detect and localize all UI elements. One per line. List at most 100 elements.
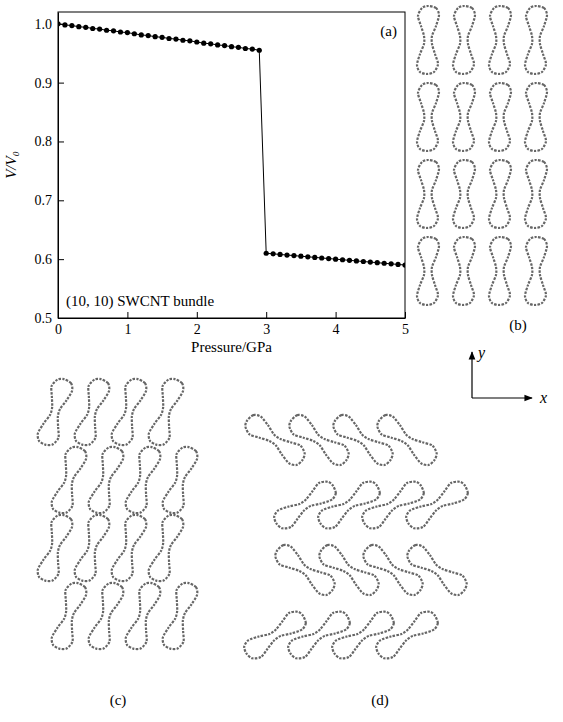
collapsed-tube: [87, 444, 126, 515]
data-point: [375, 260, 380, 265]
y-tick-label: 0.9: [35, 76, 53, 91]
data-point: [395, 262, 400, 267]
collapsed-tube: [271, 476, 339, 533]
collapsed-tube: [453, 83, 475, 151]
data-point: [389, 261, 394, 266]
x-tick: 1: [124, 312, 131, 337]
data-point: [118, 29, 123, 34]
x-tick-label: 5: [402, 322, 409, 337]
collapsed-tube: [453, 6, 475, 74]
data-point: [361, 259, 366, 264]
collapsed-tube: [373, 411, 441, 468]
collapsed-tube: [161, 580, 200, 651]
x-axis-title: Pressure/GPa: [191, 339, 272, 355]
y-tick-mark: [58, 318, 64, 319]
annotation: (10, 10) SWCNT bundle: [66, 293, 214, 310]
data-point: [291, 253, 296, 258]
collapsed-tube: [73, 512, 112, 583]
data-point: [104, 28, 109, 33]
y-tick: 0.9: [35, 76, 65, 91]
collapsed-tube: [110, 512, 149, 583]
axis-key-label: y: [476, 344, 486, 362]
y-tick: 1.0: [35, 17, 65, 32]
collapsed-tube: [241, 606, 309, 663]
data-point: [354, 258, 359, 263]
data-point: [83, 25, 88, 30]
collapsed-tube: [124, 444, 163, 515]
y-axis-line: [58, 13, 59, 319]
collapsed-tube: [241, 411, 309, 468]
x-tick-label: 0: [55, 322, 62, 337]
x-tick-label: 3: [263, 322, 270, 337]
collapsed-tube: [147, 512, 186, 583]
collapsed-tube: [87, 580, 126, 651]
y-tick-label: 0.5: [35, 311, 53, 326]
data-point: [173, 36, 178, 41]
data-point: [250, 46, 255, 51]
data-point: [215, 42, 220, 47]
data-point: [229, 44, 234, 49]
collapsed-tube: [110, 376, 149, 447]
data-point: [326, 256, 331, 261]
collapsed-tube: [329, 411, 397, 468]
collapsed-tube: [315, 476, 383, 533]
diagram-panel: [36, 376, 200, 651]
data-point: [146, 33, 151, 38]
y-tick: 0.8: [35, 134, 65, 149]
figure: 0123450.50.60.70.80.91.0Pressure/GPaV/V₀…: [0, 0, 563, 722]
data-point: [277, 252, 282, 257]
data-point: [298, 254, 303, 259]
collapsed-tube: [285, 606, 353, 663]
collapsed-tube: [50, 444, 89, 515]
collapsed-tube: [489, 83, 511, 151]
x-tick-mark: [266, 312, 267, 318]
collapsed-tube: [50, 580, 89, 651]
x-tick: 4: [333, 312, 340, 337]
data-point: [58, 21, 61, 26]
y-tick: 0.5: [35, 311, 65, 326]
collapsed-tube: [525, 83, 547, 151]
y-tick: 0.7: [35, 193, 65, 208]
panel-label: (b): [509, 317, 527, 334]
collapsed-tube: [525, 6, 547, 74]
collapsed-tube: [417, 6, 439, 74]
data-point: [166, 36, 171, 41]
x-tick-mark: [336, 312, 337, 318]
y-tick-label: 0.8: [35, 134, 53, 149]
data-point: [257, 48, 262, 53]
collapsed-tube: [359, 541, 427, 598]
data-point: [222, 43, 227, 48]
data-point: [236, 45, 241, 50]
collapsed-tube: [489, 237, 511, 305]
data-point: [284, 252, 289, 257]
data-point: [368, 259, 373, 264]
data-point: [180, 38, 185, 43]
collapsed-tube: [489, 6, 511, 74]
y-axis-title: V/V₀: [3, 151, 19, 179]
data-point: [201, 41, 206, 46]
y-arrow: [471, 352, 472, 398]
x-axis-line: [59, 318, 406, 319]
data-line: [58, 24, 405, 265]
collapsed-tube: [147, 376, 186, 447]
data-point: [139, 32, 144, 37]
data-point: [402, 262, 405, 267]
data-point: [62, 22, 67, 27]
x-tick: 5: [402, 312, 409, 337]
data-point: [319, 255, 324, 260]
x-axis: 012345: [55, 312, 409, 337]
collapsed-tube: [453, 160, 475, 228]
collapsed-tube: [73, 376, 112, 447]
y-tick-mark: [58, 259, 64, 260]
data-point: [208, 41, 213, 46]
data-point: [90, 26, 95, 31]
data-point: [305, 254, 310, 259]
diagram-panel: [241, 411, 471, 663]
data-point: [382, 261, 387, 266]
collapsed-tube: [329, 606, 397, 663]
plot-frame: [58, 12, 405, 318]
y-tick-mark: [58, 200, 64, 201]
y-tick-label: 0.6: [35, 252, 53, 267]
data-point: [153, 34, 158, 39]
collapsed-tube: [525, 237, 547, 305]
